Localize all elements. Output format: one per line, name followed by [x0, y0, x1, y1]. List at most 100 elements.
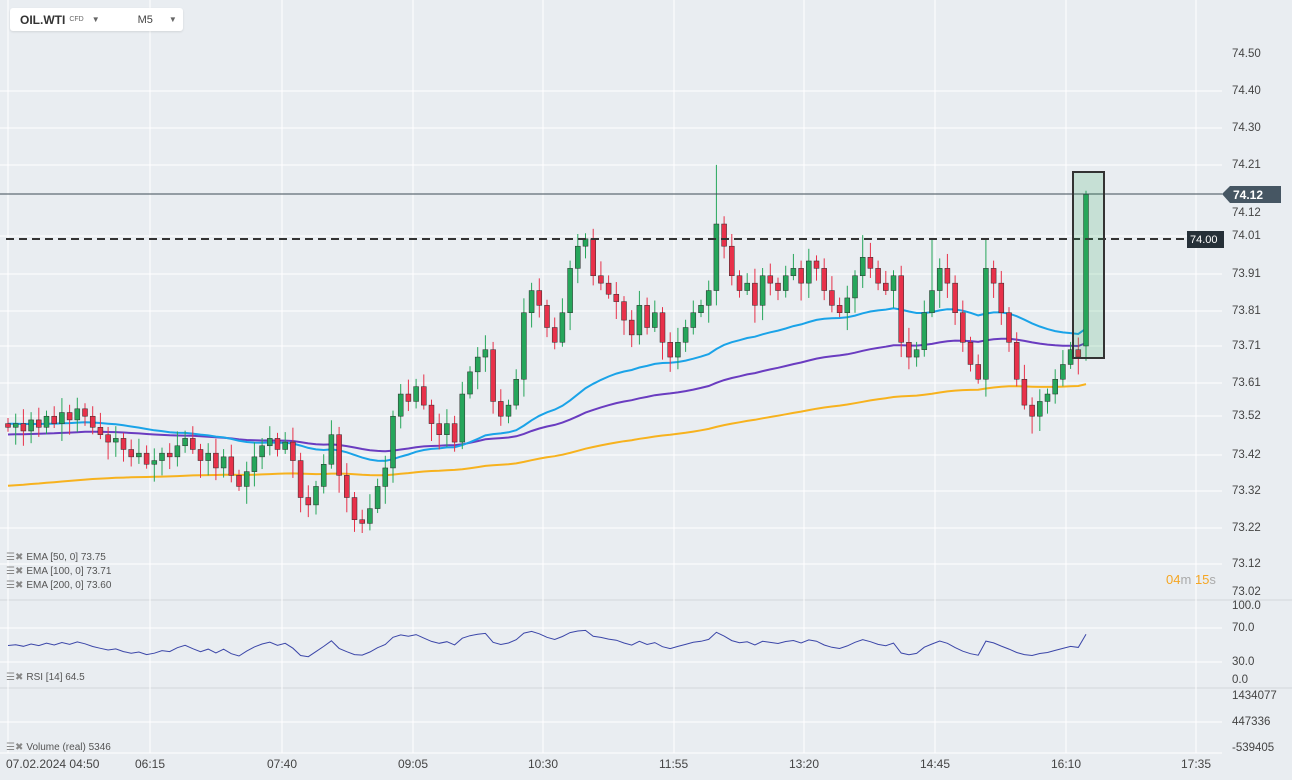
menu-icon[interactable]: ☰✖: [6, 566, 24, 577]
current-price-tag: 74.12: [1233, 188, 1264, 202]
candle-body: [1013, 342, 1020, 380]
candle-body: [921, 312, 928, 350]
candle-body: [744, 282, 750, 291]
candle-body: [136, 452, 142, 458]
candle-body: [459, 393, 466, 443]
candle-body: [421, 386, 427, 406]
candle-body: [413, 386, 419, 402]
candle-body: [220, 456, 227, 469]
price-tick-label: 73.42: [1232, 449, 1261, 461]
candle-body: [667, 342, 673, 358]
candles: [5, 164, 1089, 534]
candle-body: [721, 223, 727, 247]
legend-rsi[interactable]: ☰✖ RSI [14] 64.5: [6, 672, 85, 683]
candle-body: [821, 268, 827, 291]
candle-body: [390, 415, 396, 469]
candle-body: [736, 275, 743, 291]
candle-body: [675, 342, 681, 358]
current-price-tag-bg: [1222, 186, 1281, 203]
candle-body: [359, 519, 365, 524]
candle-body: [82, 408, 88, 417]
time-tick-label: 09:05: [398, 757, 429, 771]
candle-body: [690, 312, 697, 328]
symbol-type: CFD: [69, 16, 84, 23]
candle-body: [89, 415, 96, 428]
candle-body: [382, 467, 389, 487]
time-tick-label: 11:55: [659, 757, 689, 771]
menu-icon[interactable]: ☰✖: [6, 742, 24, 753]
menu-icon[interactable]: ☰✖: [6, 672, 24, 683]
candle-body: [605, 282, 612, 295]
candle-body: [97, 427, 104, 435]
candle-body: [998, 282, 1005, 313]
candle-body: [652, 312, 658, 328]
candle-body: [444, 423, 450, 435]
candle-body: [644, 305, 650, 328]
candle-body: [66, 412, 73, 421]
timeframe-selector[interactable]: M5: [137, 13, 153, 26]
candle-body: [859, 257, 866, 277]
menu-icon[interactable]: ☰✖: [6, 580, 24, 591]
candle-body: [551, 327, 558, 343]
candle-body: [236, 475, 242, 487]
candle-body: [436, 423, 442, 435]
candle-body: [397, 393, 404, 417]
candle-body: [782, 275, 789, 291]
time-tick-label: 16:10: [1051, 757, 1082, 771]
candle-body: [1037, 401, 1043, 417]
candle-body: [813, 260, 820, 269]
candle-body: [536, 290, 543, 306]
price-tick-label: 74.30: [1232, 122, 1261, 134]
candle-body: [1029, 404, 1035, 417]
candle-body: [174, 445, 181, 458]
legend-ema50[interactable]: ☰✖ EMA [50, 0] 73.75: [6, 552, 106, 563]
chevron-down-icon[interactable]: ▼: [91, 15, 100, 24]
rsi-tick-label: 30.0: [1232, 656, 1255, 668]
candle-body: [682, 327, 689, 343]
price-tick-label: 73.22: [1232, 522, 1261, 534]
level-tag[interactable]: 74.00: [1190, 234, 1218, 246]
candle-body: [28, 419, 34, 432]
legend-ema100[interactable]: ☰✖ EMA [100, 0] 73.71: [6, 566, 112, 577]
time-tick-label: 10:30: [528, 757, 559, 771]
candle-body: [929, 290, 935, 313]
candle-body: [336, 434, 342, 476]
candle-body: [544, 305, 550, 328]
candle-body: [944, 268, 951, 284]
candle-body: [598, 275, 604, 284]
candle-body: [59, 412, 65, 424]
candle-body: [590, 238, 596, 277]
legend-ema200[interactable]: ☰✖ EMA [200, 0] 73.60: [6, 580, 112, 591]
candle-body: [197, 449, 204, 461]
candle-body: [713, 223, 720, 291]
candle-body: [205, 452, 211, 461]
candle-body: [975, 364, 981, 380]
candle-body: [906, 342, 912, 358]
price-tick-label: 74.12: [1232, 207, 1261, 219]
menu-icon[interactable]: ☰✖: [6, 552, 24, 563]
candle-body: [305, 497, 312, 506]
candle-body: [1021, 378, 1028, 406]
candle-body: [883, 282, 889, 291]
candle-body: [151, 460, 158, 465]
volume-tick-label: 1434077: [1232, 690, 1277, 702]
candle-body: [251, 456, 258, 472]
candle-body: [875, 268, 881, 284]
candle-body: [983, 268, 989, 380]
legend-volume[interactable]: ☰✖ Volume (real) 5346: [6, 742, 111, 753]
candle-body: [767, 275, 774, 284]
candle-body: [852, 275, 858, 299]
chevron-down-icon[interactable]: ▼: [168, 15, 177, 24]
candle-body: [798, 268, 804, 284]
candle-body: [428, 404, 435, 424]
ema50-line: [8, 307, 1087, 462]
candle-body: [51, 415, 57, 424]
candle-body: [259, 445, 265, 458]
candle-body: [328, 434, 335, 465]
price-tick-label: 73.91: [1232, 268, 1261, 280]
candle-body: [105, 434, 111, 443]
candle-body: [1006, 312, 1012, 343]
symbol-selector[interactable]: OIL.WTI: [20, 12, 66, 27]
candle-body: [913, 349, 920, 358]
